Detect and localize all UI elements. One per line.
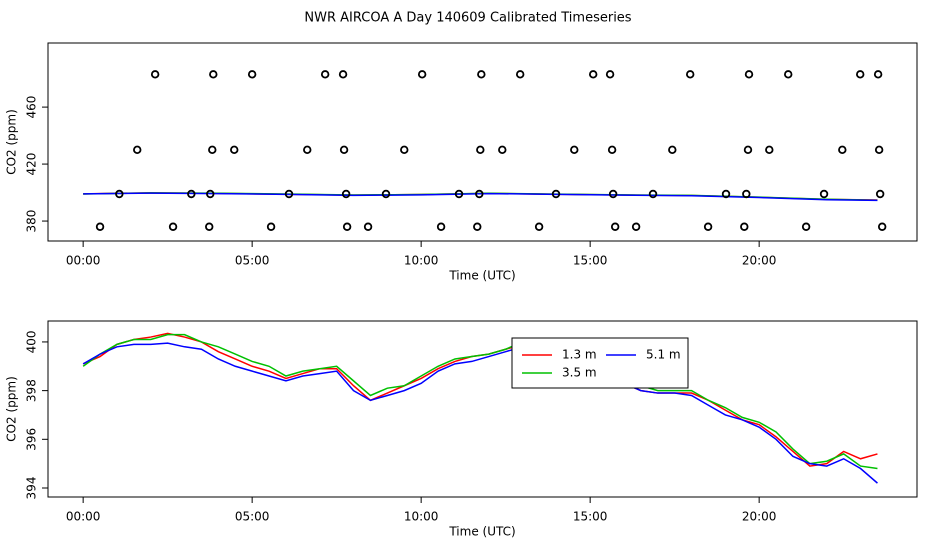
data-point xyxy=(266,222,276,231)
x-tick-label: 15:00 xyxy=(573,254,608,268)
data-point xyxy=(856,70,865,79)
data-point xyxy=(230,145,239,155)
data-point xyxy=(187,189,196,199)
data-point xyxy=(363,222,373,231)
data-point xyxy=(498,145,507,155)
data-point xyxy=(341,189,351,199)
data-point xyxy=(284,189,294,199)
data-point xyxy=(631,222,641,231)
data-point xyxy=(668,145,677,155)
data-point xyxy=(477,70,486,79)
series-line xyxy=(82,333,878,470)
x-tick-label: 05:00 xyxy=(235,254,270,268)
series-line xyxy=(83,192,878,202)
data-point xyxy=(338,70,348,79)
plot-frame xyxy=(47,42,918,242)
data-point xyxy=(551,189,561,199)
data-point xyxy=(247,70,257,79)
data-point xyxy=(115,189,124,199)
data-point xyxy=(475,189,484,199)
series-line xyxy=(82,342,878,484)
data-point xyxy=(838,145,847,155)
data-point xyxy=(588,70,598,79)
y-tick-label: 394 xyxy=(25,477,39,500)
x-tick-label: 10:00 xyxy=(404,510,439,524)
data-point xyxy=(742,189,751,199)
data-point xyxy=(150,70,160,79)
y-tick-label: 398 xyxy=(25,379,39,402)
data-point xyxy=(784,70,793,79)
data-point xyxy=(454,189,464,199)
data-point xyxy=(339,145,349,155)
x-axis-label: Time (UTC) xyxy=(448,525,515,539)
data-point xyxy=(608,189,618,199)
data-point xyxy=(744,70,754,79)
data-point xyxy=(740,222,749,231)
data-point xyxy=(209,70,218,79)
data-point xyxy=(381,189,391,199)
chart-title: NWR AIRCOA A Day 140609 Calibrated Times… xyxy=(304,11,631,26)
data-point xyxy=(342,222,352,231)
data-point xyxy=(743,145,753,155)
x-tick-label: 15:00 xyxy=(573,510,608,524)
data-point xyxy=(801,222,811,231)
data-point xyxy=(133,145,142,155)
data-point xyxy=(208,145,217,155)
data-point xyxy=(205,222,214,231)
data-point xyxy=(648,189,658,199)
y-tick-label: 400 xyxy=(25,330,39,353)
data-point xyxy=(686,70,695,79)
data-point xyxy=(819,189,829,199)
y-tick-label: 420 xyxy=(25,153,39,176)
data-point xyxy=(721,189,731,199)
legend-label: 1.3 m xyxy=(562,348,597,362)
data-point xyxy=(605,70,615,79)
data-point xyxy=(417,70,427,79)
data-point xyxy=(168,222,178,231)
data-point xyxy=(765,145,774,155)
data-point xyxy=(874,145,884,155)
data-point xyxy=(320,70,330,79)
x-axis-label: Time (UTC) xyxy=(448,269,515,283)
y-axis-label: CO2 (ppm) xyxy=(5,376,19,442)
data-point xyxy=(570,145,579,155)
legend-label: 3.5 m xyxy=(562,366,597,380)
data-point xyxy=(607,145,617,155)
y-tick-label: 380 xyxy=(25,210,39,233)
data-point xyxy=(95,222,105,231)
x-tick-label: 10:00 xyxy=(404,254,439,268)
x-tick-label: 20:00 xyxy=(742,254,777,268)
x-tick-label: 00:00 xyxy=(66,510,101,524)
plot-frame xyxy=(47,320,918,498)
data-point xyxy=(534,222,544,231)
x-tick-label: 20:00 xyxy=(742,510,777,524)
y-tick-label: 460 xyxy=(25,96,39,119)
data-point xyxy=(476,145,485,155)
data-point xyxy=(877,222,887,231)
data-point xyxy=(875,189,885,199)
legend-box xyxy=(511,337,689,389)
data-point xyxy=(303,145,312,155)
x-tick-label: 00:00 xyxy=(66,254,101,268)
y-tick-label: 396 xyxy=(25,428,39,451)
y-axis-label: CO2 (ppm) xyxy=(5,109,19,175)
data-point xyxy=(436,222,446,231)
data-point xyxy=(610,222,620,231)
data-point xyxy=(206,189,215,199)
x-tick-label: 05:00 xyxy=(235,510,270,524)
data-point xyxy=(473,222,482,231)
data-point xyxy=(873,70,883,79)
data-point xyxy=(400,145,409,155)
legend-label: 5.1 m xyxy=(646,348,681,362)
data-point xyxy=(515,70,525,79)
data-point xyxy=(703,222,713,231)
